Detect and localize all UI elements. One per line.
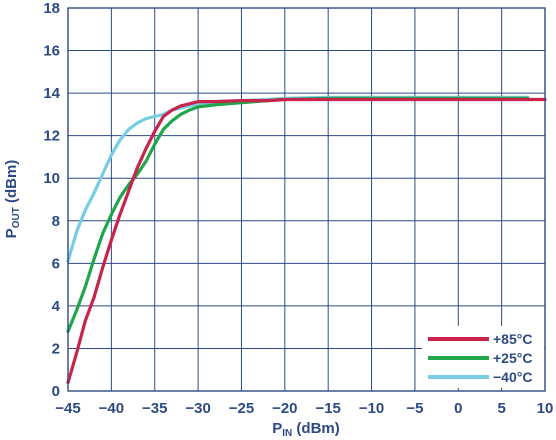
x-tick-label: −40 [99,400,124,417]
y-tick-label: 4 [52,298,61,315]
series-line [66,97,547,385]
legend-label: −40°C [493,369,532,385]
y-axis-label-sub: OUT [11,207,22,228]
y-tick-label: 16 [43,43,60,60]
y-tick-label: 10 [43,170,60,187]
x-tick-label: −20 [272,400,297,417]
y-tick-label: 6 [52,255,60,272]
x-tick-label: −45 [55,400,80,417]
legend-label: +85°C [493,331,532,347]
x-axis-label: PIN (dBm) [272,420,340,439]
y-axis-ticks: 0 2 4 6 8 10 12 14 16 18 [43,0,60,400]
y-axis-label-unit: (dBm) [3,160,20,208]
series-layer [66,95,547,385]
plot-frame [67,7,546,392]
y-tick-label: 0 [52,383,60,400]
x-tick-label: −15 [315,400,340,417]
grid [68,8,545,391]
x-tick-label: −10 [359,400,384,417]
y-tick-label: 18 [43,0,60,17]
legend: +85°C +25°C −40°C [422,326,544,388]
x-tick-label: −25 [229,400,254,417]
legend-label: +25°C [493,350,532,366]
x-tick-label: 10 [537,400,554,417]
y-tick-label: 2 [52,340,60,357]
x-axis-ticks: −45 −40 −35 −30 −25 −20 −15 −10 −5 0 5 10 [55,400,553,417]
y-tick-label: 12 [43,128,60,145]
x-axis-label-unit: (dBm) [292,420,340,437]
x-axis-label-main: P [272,420,282,437]
y-tick-label: 14 [43,85,60,102]
x-tick-label: −30 [185,400,210,417]
x-tick-label: −35 [142,400,167,417]
y-axis-label-main: P [3,228,20,238]
x-tick-label: 0 [454,400,462,417]
y-axis-label: POUT (dBm) [3,160,22,239]
x-axis-label-sub: IN [282,428,292,439]
x-tick-label: 5 [497,400,505,417]
x-tick-label: −5 [406,400,423,417]
y-tick-label: 8 [52,213,60,230]
